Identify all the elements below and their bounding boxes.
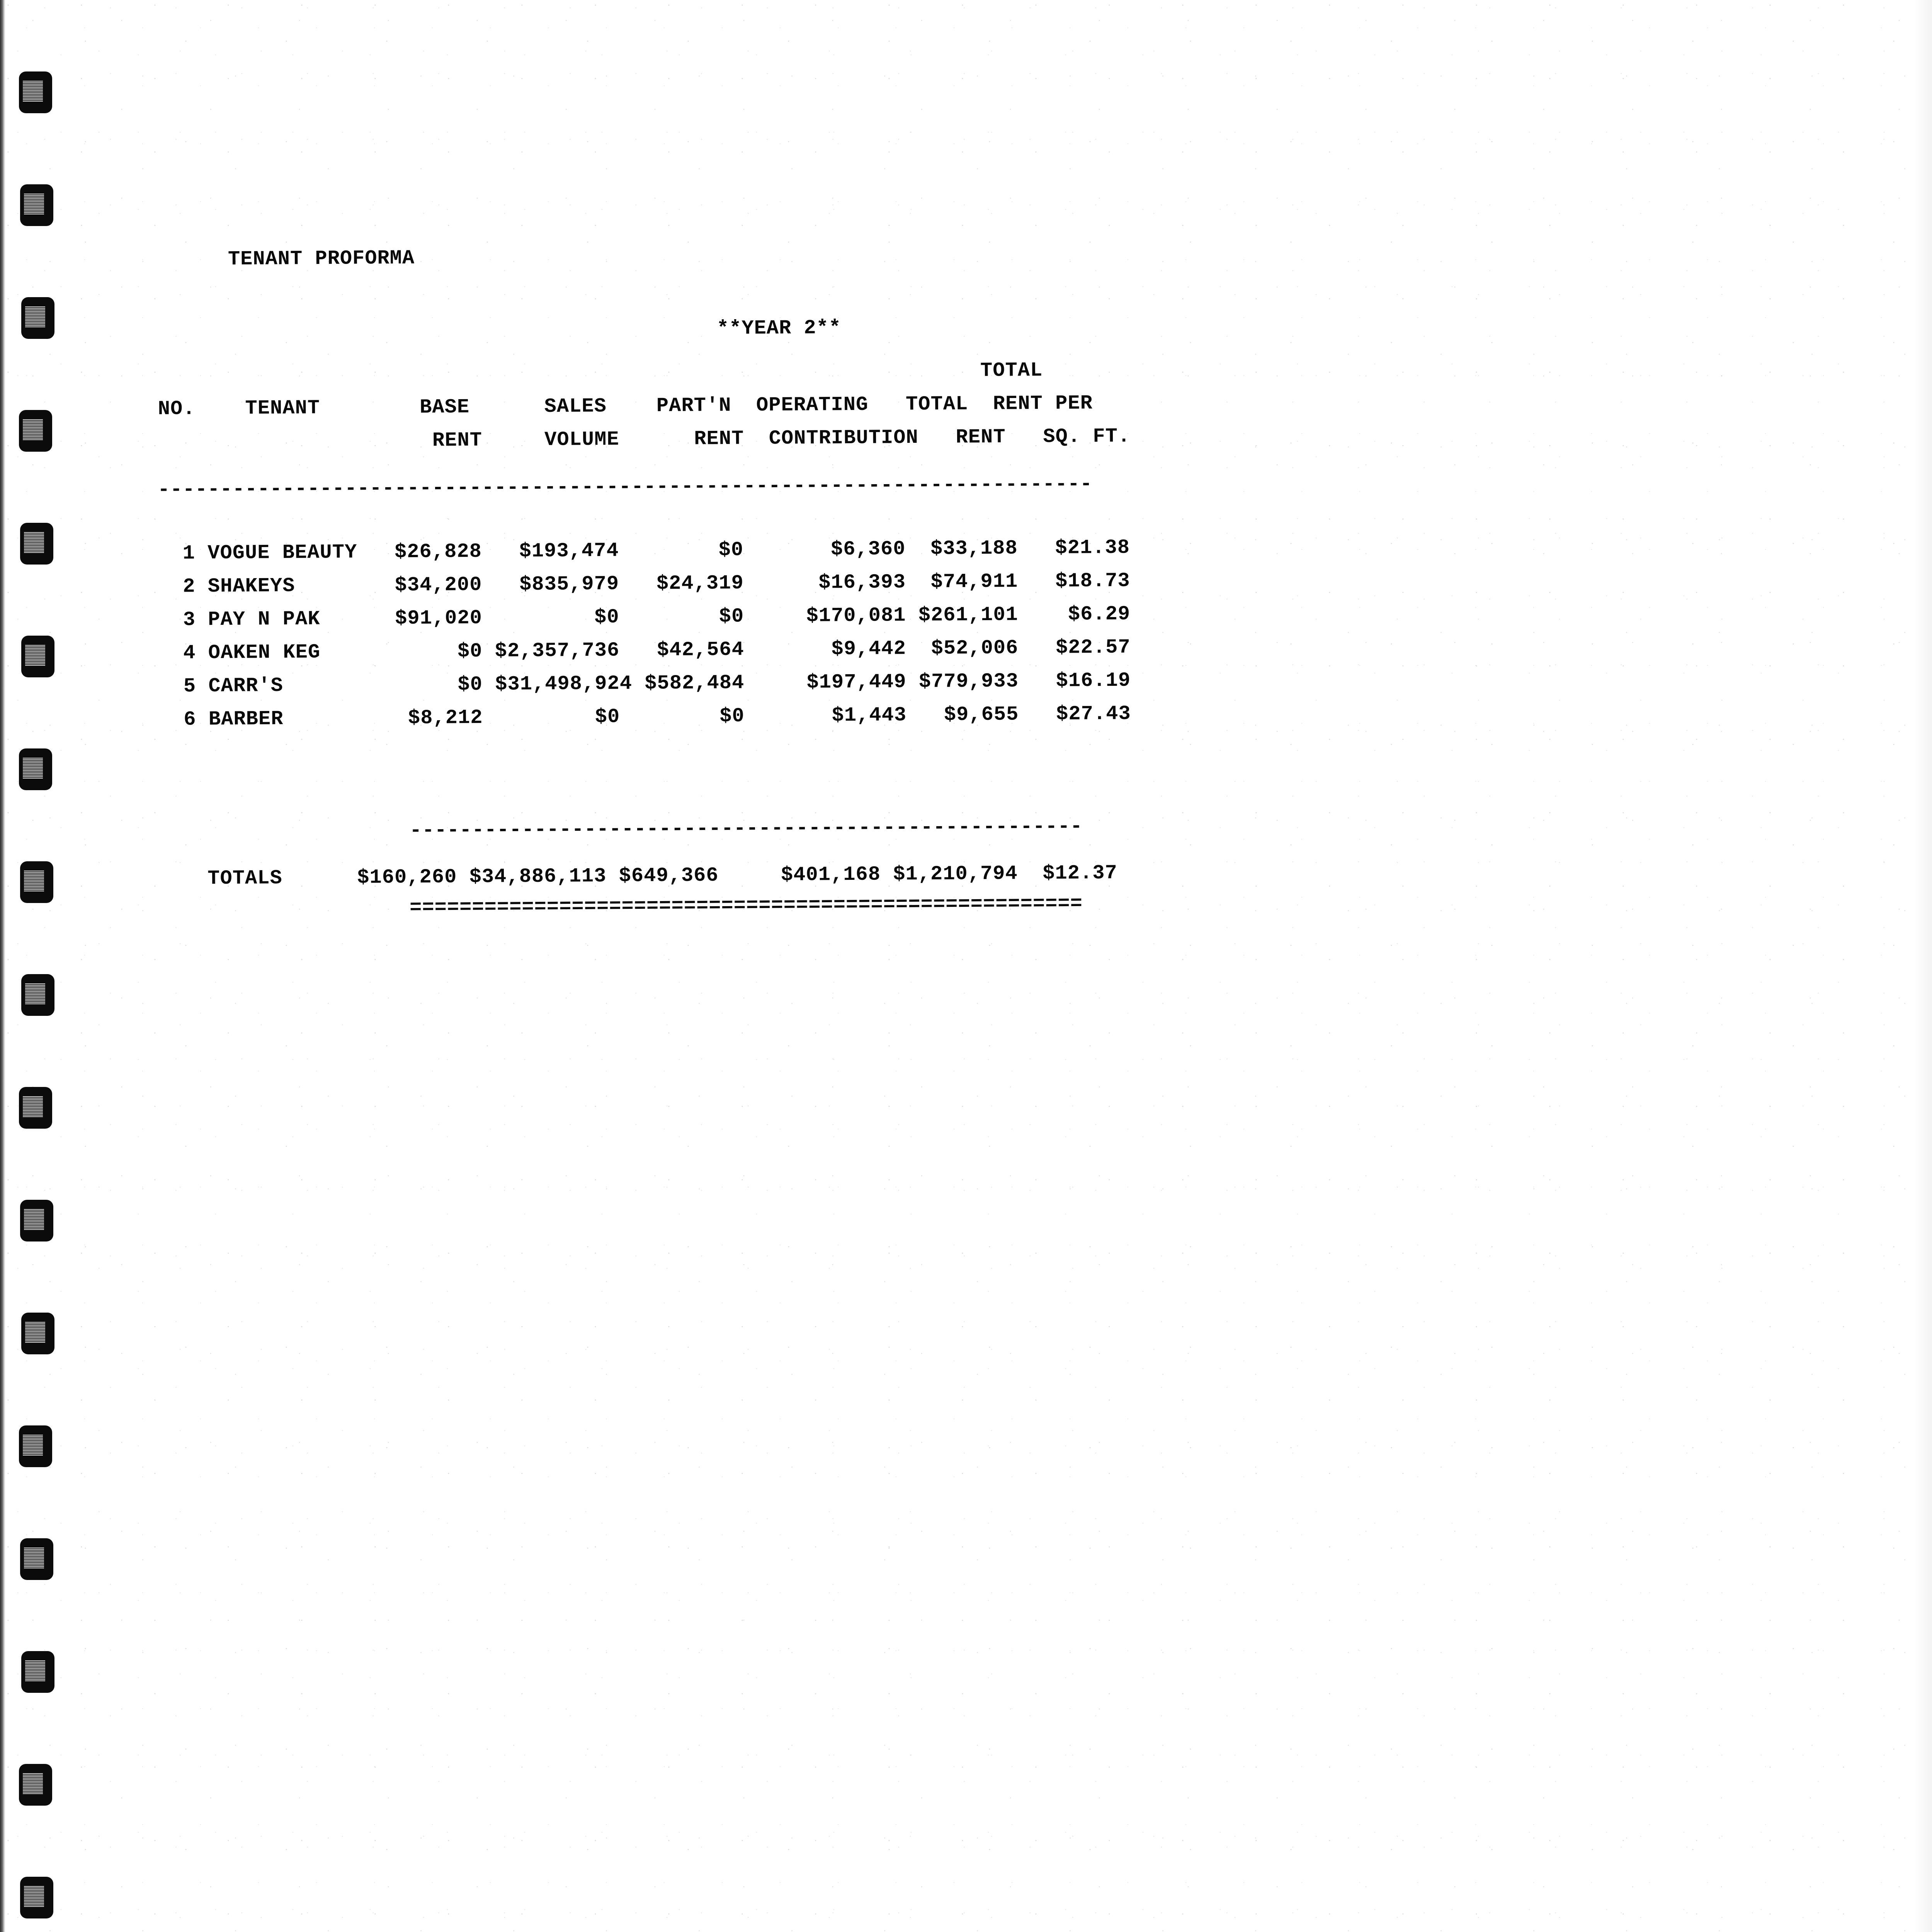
- binding-hole: [20, 184, 53, 226]
- binding-hole: [19, 1087, 52, 1129]
- binding-hole: [20, 861, 53, 903]
- totals-row: TOTALS $160,260 $34,886,113 $649,366 $40…: [158, 861, 1118, 890]
- binding-hole: [21, 1313, 54, 1354]
- binding-hole: [19, 748, 52, 790]
- binding-hole: [21, 974, 54, 1016]
- table-closing-rule: ========================================…: [410, 892, 1083, 919]
- tenant-rows: 1 VOGUE BEAUTY $26,828 $193,474 $0 $6,36…: [158, 536, 1131, 731]
- totals-separator-rule: ----------------------------------------…: [410, 815, 1083, 842]
- document-title: TENANT PROFORMA: [228, 247, 415, 271]
- binding-hole: [20, 1877, 53, 1918]
- scan-left-gutter: [0, 0, 5, 1932]
- binding-hole: [19, 1764, 52, 1806]
- binding-hole: [19, 410, 52, 452]
- binding-hole: [19, 1425, 52, 1467]
- binding-hole: [21, 1651, 54, 1693]
- table-column-headers: TOTAL NO. TENANT BASE SALES PART'N OPERA…: [158, 354, 1131, 459]
- binding-hole: [20, 523, 53, 565]
- header-main-rows: NO. TENANT BASE SALES PART'N OPERATING T…: [158, 392, 1131, 454]
- header-total-toprow: TOTAL: [158, 359, 1043, 387]
- binding-hole: [20, 1200, 53, 1242]
- binding-hole: [21, 636, 54, 677]
- scan-right-shadow: [1913, 0, 1932, 1932]
- header-separator-rule: ----------------------------------------…: [158, 473, 1093, 501]
- binding-hole: [19, 71, 52, 113]
- binding-hole: [20, 1538, 53, 1580]
- year-banner: **YEAR 2**: [716, 316, 842, 340]
- binding-hole: [21, 297, 54, 339]
